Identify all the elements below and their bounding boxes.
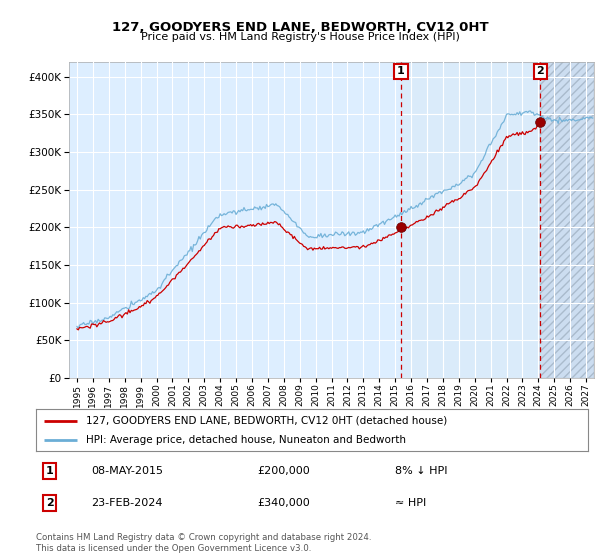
Text: 8% ↓ HPI: 8% ↓ HPI xyxy=(395,466,448,476)
Text: 127, GOODYERS END LANE, BEDWORTH, CV12 0HT (detached house): 127, GOODYERS END LANE, BEDWORTH, CV12 0… xyxy=(86,416,447,426)
Text: 23-FEB-2024: 23-FEB-2024 xyxy=(91,498,163,508)
Text: Contains HM Land Registry data © Crown copyright and database right 2024.
This d: Contains HM Land Registry data © Crown c… xyxy=(36,533,371,553)
Text: 127, GOODYERS END LANE, BEDWORTH, CV12 0HT: 127, GOODYERS END LANE, BEDWORTH, CV12 0… xyxy=(112,21,488,34)
Text: 1: 1 xyxy=(46,466,53,476)
Text: 2: 2 xyxy=(536,66,544,76)
Text: Price paid vs. HM Land Registry's House Price Index (HPI): Price paid vs. HM Land Registry's House … xyxy=(140,32,460,42)
Bar xyxy=(401,62,540,378)
Text: 2: 2 xyxy=(46,498,53,508)
Text: £340,000: £340,000 xyxy=(257,498,310,508)
Text: 1: 1 xyxy=(397,66,405,76)
Text: £200,000: £200,000 xyxy=(257,466,310,476)
Text: HPI: Average price, detached house, Nuneaton and Bedworth: HPI: Average price, detached house, Nune… xyxy=(86,435,406,445)
Text: ≈ HPI: ≈ HPI xyxy=(395,498,426,508)
Bar xyxy=(540,62,594,378)
Text: 08-MAY-2015: 08-MAY-2015 xyxy=(91,466,163,476)
Bar xyxy=(540,62,594,378)
